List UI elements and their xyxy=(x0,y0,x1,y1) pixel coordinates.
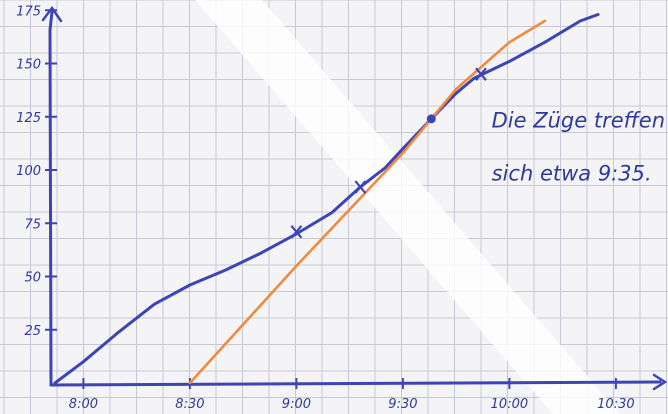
y-tick-label: 175 xyxy=(16,4,41,19)
intersection-point xyxy=(426,114,436,124)
y-tick-label: 75 xyxy=(24,217,41,232)
axes xyxy=(41,5,668,391)
x-tick-label: 9:00 xyxy=(282,397,311,412)
y-axis-arrow xyxy=(41,5,63,23)
y-tick-label: 150 xyxy=(16,58,41,73)
x-tick-label: 8:00 xyxy=(69,397,98,412)
annotation-line-1: Die Züge treffen xyxy=(492,108,665,132)
annotation-line-2: sich etwa 9:35. xyxy=(492,162,652,186)
x-tick-label: 10:00 xyxy=(491,397,528,412)
x-tick-label: 8:30 xyxy=(175,397,204,412)
x-tick-label: 10:30 xyxy=(597,397,634,412)
x-axis xyxy=(49,380,662,387)
y-axis xyxy=(48,10,54,387)
y-tick-label: 125 xyxy=(16,111,41,126)
cross-marker xyxy=(475,67,487,81)
x-tick-label: 9:30 xyxy=(388,397,417,412)
cross-marker xyxy=(354,180,367,194)
y-tick-label: 50 xyxy=(24,271,41,286)
x-axis-arrow xyxy=(652,373,668,391)
y-tick-label: 100 xyxy=(16,164,41,179)
annotations: Die Züge treffen sich etwa 9:35. xyxy=(492,108,665,185)
ticks: 8:00 8:30 9:00 9:30 10:00 10:30 25 50 75 100 125 15… xyxy=(16,4,634,412)
paper-glare xyxy=(195,0,620,414)
y-tick-label: 25 xyxy=(24,324,41,339)
markers xyxy=(290,67,487,239)
cross-marker xyxy=(290,225,303,239)
